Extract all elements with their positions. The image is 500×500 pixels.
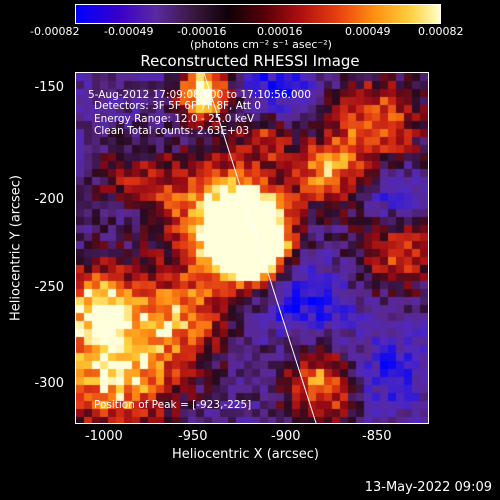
- plot-title: Reconstructed RHESSI Image: [140, 52, 360, 70]
- colorbar-unit: (photons cm⁻² s⁻¹ asec⁻²): [190, 38, 332, 51]
- colorbar-tick: 0.00082: [418, 25, 464, 38]
- y-tick: -300: [34, 376, 64, 391]
- info-detectors: Detectors: 3F 5F 6F 7F 8F, Att 0: [94, 100, 261, 112]
- info-clean: Clean Total counts: 2.63E+03: [94, 125, 250, 137]
- colorbar-tick: 0.00016: [257, 25, 303, 38]
- y-axis-label: Heliocentric Y (arcsec): [8, 175, 24, 321]
- heatmap-canvas: [76, 73, 428, 423]
- x-tick: -1000: [85, 429, 123, 444]
- x-axis-label: Heliocentric X (arcsec): [172, 447, 319, 462]
- x-tick: -900: [271, 429, 301, 444]
- solar-limb: [203, 73, 317, 423]
- colorbar: [75, 4, 441, 24]
- colorbar-tick: -0.00016: [177, 25, 227, 38]
- limb-line: [203, 73, 317, 423]
- colorbar-tick: 0.00049: [345, 25, 391, 38]
- y-tick: -250: [34, 280, 64, 295]
- colorbar-tick: -0.00082: [30, 25, 80, 38]
- y-tick: -150: [34, 80, 64, 95]
- timestamp: 13-May-2022 09:09: [364, 480, 492, 495]
- x-tick: -850: [362, 429, 392, 444]
- info-energy: Energy Range: 12.0 - 25.0 keV: [94, 113, 255, 125]
- colorbar-tick: -0.00049: [104, 25, 154, 38]
- x-tick: -950: [178, 429, 208, 444]
- heatmap-plot: 5-Aug-2012 17:09:08.000 to 17:10:56.000 …: [75, 72, 429, 424]
- y-tick: -200: [34, 192, 64, 207]
- info-peak: Position of Peak = [-923,-225]: [94, 399, 252, 411]
- info-time: 5-Aug-2012 17:09:08.000 to 17:10:56.000: [88, 89, 311, 101]
